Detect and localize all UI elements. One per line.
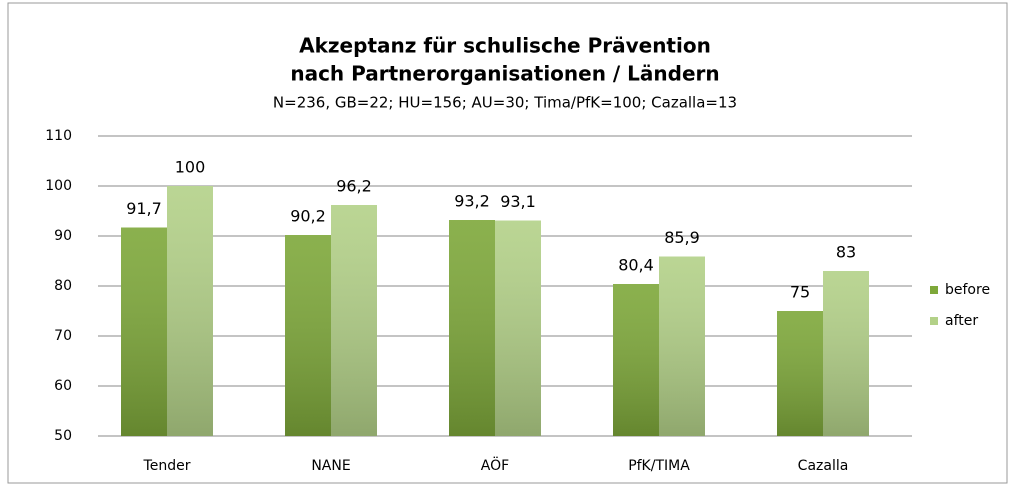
x-tick-label: NANE bbox=[311, 458, 350, 474]
bar-shade bbox=[285, 235, 331, 436]
bar-shade bbox=[449, 220, 495, 436]
value-label: 75 bbox=[790, 283, 810, 302]
x-tick-label: PfK/TIMA bbox=[628, 458, 690, 474]
x-tick-label: Cazalla bbox=[798, 458, 849, 474]
y-tick-label: 50 bbox=[54, 428, 72, 444]
bar-shade bbox=[167, 186, 213, 436]
bar-shade bbox=[331, 205, 377, 436]
x-tick-label: Tender bbox=[143, 458, 191, 474]
value-label: 83 bbox=[836, 243, 856, 262]
y-tick-label: 70 bbox=[54, 328, 72, 344]
x-tick-label: AÖF bbox=[481, 456, 509, 474]
bar-shade bbox=[121, 227, 167, 436]
bar-shade bbox=[613, 284, 659, 436]
bar-shade bbox=[823, 271, 869, 436]
y-tick-label: 60 bbox=[54, 378, 72, 394]
y-tick-label: 100 bbox=[45, 178, 72, 194]
chart-title: Akzeptanz für schulische Prävention bbox=[299, 34, 711, 58]
value-label: 80,4 bbox=[618, 256, 654, 275]
legend-label: after bbox=[945, 313, 978, 329]
legend-swatch bbox=[930, 286, 938, 294]
y-tick-label: 80 bbox=[54, 278, 72, 294]
chart-subtitle: N=236, GB=22; HU=156; AU=30; Tima/PfK=10… bbox=[273, 94, 737, 112]
value-label: 100 bbox=[175, 158, 206, 177]
value-label: 90,2 bbox=[290, 207, 326, 226]
value-label: 91,7 bbox=[126, 199, 162, 218]
bar-shade bbox=[659, 256, 705, 436]
y-tick-label: 90 bbox=[54, 228, 72, 244]
bar-shade bbox=[495, 220, 541, 436]
legend-swatch bbox=[930, 317, 938, 325]
chart-title-line: nach Partnerorganisationen / Ländern bbox=[290, 62, 719, 86]
value-label: 96,2 bbox=[336, 177, 372, 196]
value-label: 93,1 bbox=[500, 192, 536, 211]
value-label: 93,2 bbox=[454, 192, 490, 211]
y-tick-label: 110 bbox=[45, 128, 72, 144]
legend-label: before bbox=[945, 282, 990, 298]
bar-shade bbox=[777, 311, 823, 436]
value-label: 85,9 bbox=[664, 228, 700, 247]
